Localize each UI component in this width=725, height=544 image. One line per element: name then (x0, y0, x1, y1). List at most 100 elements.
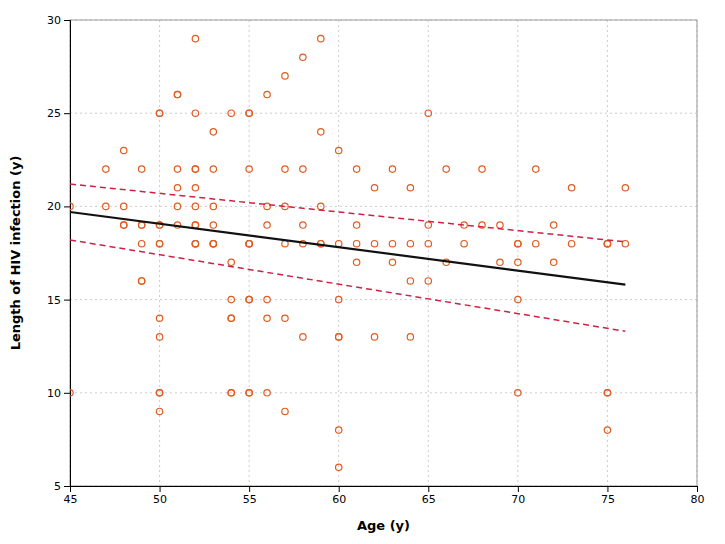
point (550, 222, 556, 228)
point (156, 334, 162, 340)
point (336, 147, 342, 153)
point (318, 129, 324, 135)
point (389, 166, 395, 172)
point (174, 166, 180, 172)
point (515, 240, 521, 246)
point (533, 240, 539, 246)
point (210, 203, 216, 209)
point (246, 240, 252, 246)
point (156, 240, 162, 246)
tick-label: 5 (54, 480, 61, 493)
y-axis: 51015202530 (47, 14, 71, 493)
point (121, 222, 127, 228)
point (515, 240, 521, 246)
point (443, 166, 449, 172)
point (121, 203, 127, 209)
point (156, 110, 162, 116)
point (156, 315, 162, 321)
point (515, 296, 521, 302)
tick-label: 10 (47, 387, 61, 400)
x-axis: 4550556065707580 (64, 486, 705, 506)
tick: 30 (47, 14, 70, 27)
tick-mark (64, 393, 70, 394)
point (192, 166, 198, 172)
point (336, 427, 342, 433)
tick-mark (64, 113, 70, 114)
point (192, 110, 198, 116)
point (371, 334, 377, 340)
tick-mark (160, 486, 161, 492)
point (264, 222, 270, 228)
point (174, 185, 180, 191)
point (300, 222, 306, 228)
tick-mark (64, 206, 70, 207)
point (174, 203, 180, 209)
grid-line (249, 20, 250, 486)
point (210, 129, 216, 135)
confidence-line (70, 240, 625, 331)
point (228, 296, 234, 302)
tick: 80 (691, 486, 705, 506)
tick-label: 65 (422, 493, 436, 506)
point (336, 296, 342, 302)
tick-label: 75 (601, 493, 615, 506)
tick: 25 (47, 107, 70, 120)
scatter-series (70, 35, 629, 470)
tick-label: 30 (47, 14, 61, 27)
point (210, 222, 216, 228)
point (192, 203, 198, 209)
tick-label: 45 (64, 493, 78, 506)
regression-line (70, 212, 625, 285)
tick: 75 (601, 486, 615, 506)
point (210, 240, 216, 246)
tick-label: 80 (691, 493, 705, 506)
point (228, 110, 234, 116)
point (121, 222, 127, 228)
tick: 70 (511, 486, 525, 506)
point (318, 35, 324, 41)
point (228, 315, 234, 321)
point (497, 222, 503, 228)
point (550, 259, 556, 265)
point (282, 73, 288, 79)
point (371, 185, 377, 191)
point (425, 222, 431, 228)
tick-label: 60 (332, 493, 346, 506)
tick-label: 70 (511, 493, 525, 506)
tick-mark (64, 486, 70, 487)
point (461, 240, 467, 246)
axis-line (71, 487, 698, 493)
tick: 55 (243, 486, 257, 506)
tick: 65 (422, 486, 436, 506)
tick: 20 (47, 200, 70, 213)
point (282, 315, 288, 321)
point (246, 296, 252, 302)
point (103, 166, 109, 172)
point (246, 240, 252, 246)
point (282, 408, 288, 414)
point (246, 166, 252, 172)
point (156, 408, 162, 414)
point (228, 390, 234, 396)
point (371, 240, 377, 246)
tick-label: 20 (47, 200, 61, 213)
point (264, 296, 270, 302)
tick-mark (607, 486, 608, 492)
tick: 5 (54, 480, 70, 493)
point (604, 240, 610, 246)
grid-line (70, 206, 697, 207)
tick-label: 25 (47, 107, 61, 120)
tick-mark (428, 486, 429, 492)
point (622, 185, 628, 191)
point (515, 259, 521, 265)
point (246, 390, 252, 396)
point (336, 334, 342, 340)
point (138, 166, 144, 172)
point (604, 240, 610, 246)
y-axis-title: Length of HIV infection (y) (8, 156, 23, 351)
tick: 45 (64, 486, 78, 506)
point (604, 427, 610, 433)
point (282, 166, 288, 172)
point (425, 240, 431, 246)
point (353, 259, 359, 265)
